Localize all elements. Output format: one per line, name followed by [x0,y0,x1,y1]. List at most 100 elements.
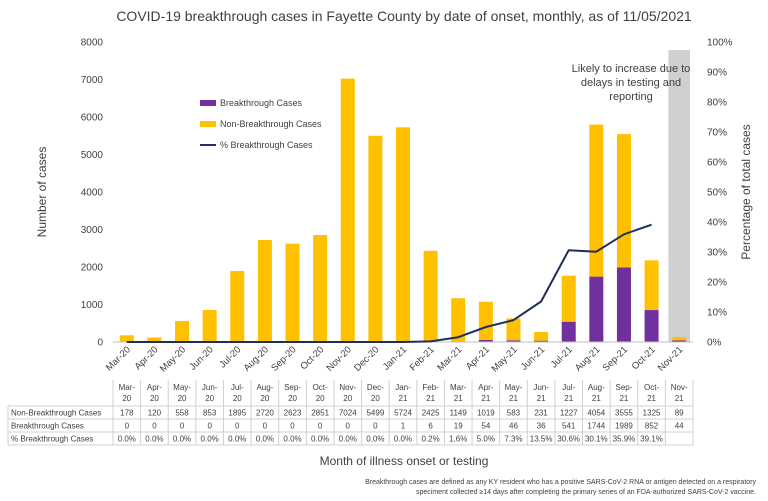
table-header-year: 21 [564,394,573,403]
bar-non-breakthrough [423,250,438,342]
y-tick-label: 0 [97,338,103,349]
y-tick-label: 3000 [81,225,104,236]
y-tick-label: 1000 [81,300,104,311]
bar-non-breakthrough [534,331,549,341]
footnote-line-2: speciment collected ≥14 days after compl… [416,489,756,496]
table-header-month: Jun- [202,383,218,392]
table-header-month: Sep- [615,383,632,392]
table-header-month: Jul- [231,383,244,392]
legend-swatch-non-breakthrough [200,121,216,127]
table-cell: 2623 [284,409,302,418]
y-tick-label: 5000 [81,150,104,161]
y2-tick-label: 20% [707,278,727,289]
table-cell: 0.0% [201,435,219,444]
y2-tick-label: 50% [707,188,727,199]
bar-breakthrough [561,321,576,342]
table-header-year: 21 [619,394,628,403]
table-cell: 0.0% [228,435,246,444]
table-header-month: May- [505,383,523,392]
table-row-label: Breakthrough Cases [11,422,84,431]
table-cell: 0 [318,422,323,431]
y2-tick-label: 60% [707,158,727,169]
reporting-delay-note: Likely to increase due to delays in test… [572,63,691,103]
y2-tick-label: 40% [707,218,727,229]
y-tick-label: 8000 [81,38,104,49]
table-header-month: Aug- [256,383,273,392]
legend-swatch-breakthrough [200,100,216,106]
table-header-month: Jul- [562,383,575,392]
table-cell: 0.0% [145,435,163,444]
table-cell: 0.0% [283,435,301,444]
table-header-year: 21 [509,394,518,403]
bar-non-breakthrough [672,337,687,341]
x-tick-label: Apr-20 [133,344,161,372]
table-cell: 35.9% [613,435,636,444]
table-cell: 0.0% [394,435,412,444]
y2-axis-title: Percentage of total cases [739,124,753,259]
table-header-month: Apr- [147,383,162,392]
table-cell: 853 [203,409,217,418]
table-cell: 0 [180,422,185,431]
table-cell: 2851 [311,409,329,418]
x-tick-label: Sep-21 [601,344,630,373]
table-cell: 36 [537,422,546,431]
note-line-2: delays in testing and [581,77,681,89]
table-header-month: Nov- [339,383,356,392]
note-line-1: Likely to increase due to [572,63,691,75]
table-header-year: 20 [178,394,187,403]
table-cell: 0 [290,422,295,431]
y2-tick-label: 30% [707,248,727,259]
y2-tick-label: 80% [707,98,727,109]
table-cell: 5499 [366,409,384,418]
x-tick-label: May-21 [489,344,519,374]
table-header-month: Feb- [422,383,439,392]
table-cell: 0 [373,422,378,431]
shaded-incomplete-period [668,50,690,342]
x-tick-label: Mar-21 [435,344,464,373]
table-cell: 558 [175,409,189,418]
x-tick-label: Oct-21 [630,344,658,372]
table-cell: 0 [346,422,351,431]
table-header-month: Mar- [119,383,136,392]
bar-breakthrough [644,310,659,342]
x-tick-label: Jan-21 [381,344,409,372]
table-cell: 583 [507,409,521,418]
table-cell: 46 [509,422,518,431]
bar-breakthrough [478,339,493,342]
table-cell: 1019 [477,409,495,418]
table-cell: 0 [235,422,240,431]
bar-non-breakthrough [561,275,576,322]
table-header-year: 21 [675,394,684,403]
table-header-month: Mar- [450,383,467,392]
table-header-year: 21 [426,394,435,403]
bar-non-breakthrough [368,135,383,342]
x-tick-label: Apr-21 [464,344,492,372]
table-header-month: Aug- [588,383,605,392]
table-cell: 541 [562,422,576,431]
bar-breakthrough [506,340,521,342]
table-cell: 0.0% [366,435,384,444]
x-tick-label: Jul-21 [549,344,575,370]
table-header-month: Oct- [313,383,328,392]
legend: Breakthrough Cases Non-Breakthrough Case… [200,98,322,150]
table-cell: 30.1% [585,435,608,444]
bar-non-breakthrough [478,301,493,340]
bar-non-breakthrough [285,243,300,342]
y2-tick-label: 90% [707,68,727,79]
bar-non-breakthrough [616,134,631,268]
table-cell: 1227 [560,409,578,418]
x-tick-label: Aug-20 [242,344,271,373]
table-cell: 5.0% [477,435,495,444]
y-axis-title: Number of cases [35,147,49,238]
table-cell: 39.1% [640,435,663,444]
y2-tick-label: 0% [707,338,722,349]
bar-breakthrough [589,276,604,342]
table-header-year: 21 [647,394,656,403]
x-tick-label: Mar-20 [104,344,133,373]
table-cell: 0.0% [311,435,329,444]
table-cell: 6 [428,422,433,431]
table-cell: 2425 [422,409,440,418]
table-row-label: % Breakthrough Cases [11,435,93,444]
x-tick-label: Jun-21 [519,344,547,372]
table-cell: 54 [481,422,490,431]
